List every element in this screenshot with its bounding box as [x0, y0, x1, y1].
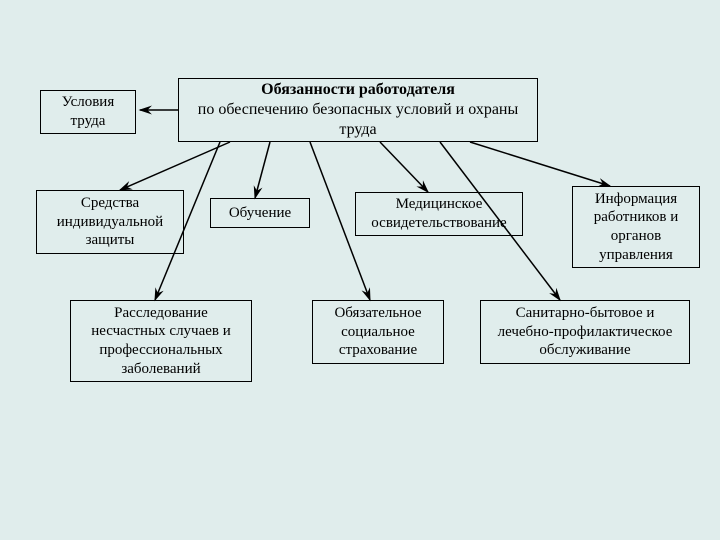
- diagram-canvas: Обязанности работодателя по обеспечению …: [0, 0, 720, 540]
- insurance-box: Обязательное социальное страхование: [312, 300, 444, 364]
- root-box: Обязанности работодателя по обеспечению …: [178, 78, 538, 142]
- investigation-label: Расследование несчастных случаев и профе…: [77, 304, 245, 379]
- ppe-box: Средства индивидуальной защиты: [36, 190, 184, 254]
- insurance-label: Обязательное социальное страхование: [319, 304, 437, 360]
- sanitary-label: Санитарно-бытовое и лечебно-профилактиче…: [487, 304, 683, 360]
- medical-label: Медицинское освидетельствование: [362, 195, 516, 233]
- root-subtitle: по обеспечению безопасных условий и охра…: [185, 100, 531, 140]
- ppe-label: Средства индивидуальной защиты: [43, 194, 177, 250]
- investigation-box: Расследование несчастных случаев и профе…: [70, 300, 252, 382]
- sanitary-box: Санитарно-бытовое и лечебно-профилактиче…: [480, 300, 690, 364]
- root-title: Обязанности работодателя: [185, 80, 531, 100]
- conditions-box: Условия труда: [40, 90, 136, 134]
- training-label: Обучение: [229, 204, 291, 223]
- medical-box: Медицинское освидетельствование: [355, 192, 523, 236]
- info-box: Информация работников и органов управлен…: [572, 186, 700, 268]
- conditions-label: Условия труда: [47, 93, 129, 131]
- training-box: Обучение: [210, 198, 310, 228]
- info-label: Информация работников и органов управлен…: [579, 190, 693, 265]
